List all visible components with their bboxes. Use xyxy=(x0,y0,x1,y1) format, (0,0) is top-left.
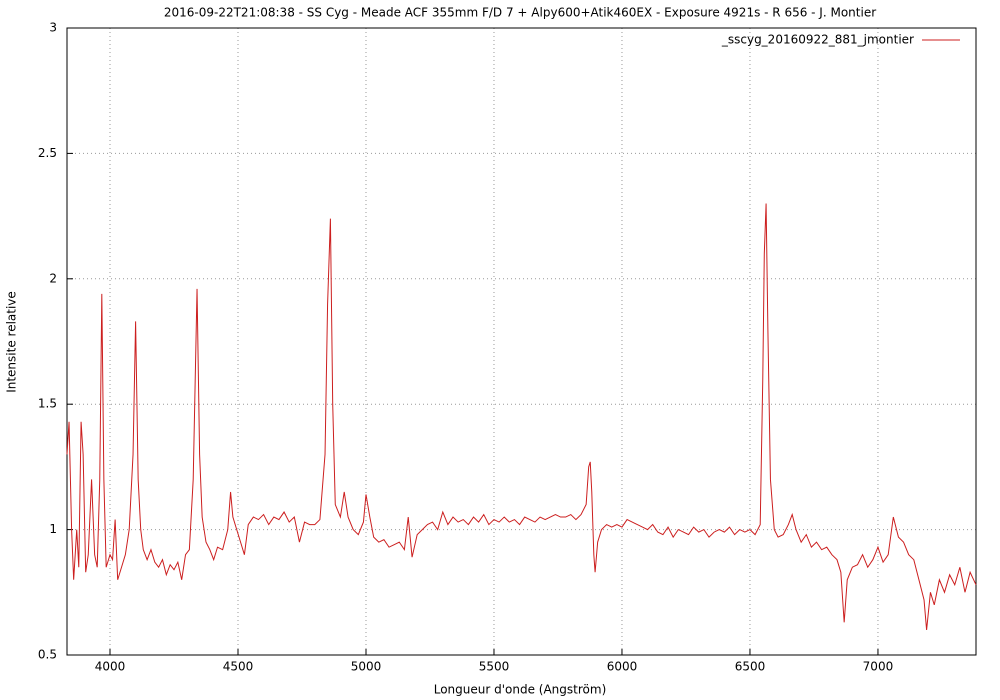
chart-title: 2016-09-22T21:08:38 - SS Cyg - Meade ACF… xyxy=(164,6,876,20)
x-tick-label: 6500 xyxy=(735,660,766,674)
y-tick-label: 3 xyxy=(49,21,57,35)
spectrum-line xyxy=(66,203,977,630)
y-tick-label: 2.5 xyxy=(38,146,57,160)
legend-label: _sscyg_20160922_881_jmontier xyxy=(721,33,914,47)
x-axis-label: Longueur d'onde (Angström) xyxy=(434,683,607,697)
x-tick-label: 5500 xyxy=(479,660,510,674)
x-tick-label: 6000 xyxy=(607,660,638,674)
x-tick-label: 4000 xyxy=(95,660,126,674)
y-axis-label: Intensite relative xyxy=(5,291,19,393)
x-tick-label: 4500 xyxy=(223,660,254,674)
x-tick-label: 5000 xyxy=(351,660,382,674)
y-tick-label: 1 xyxy=(49,522,57,536)
y-tick-label: 2 xyxy=(49,271,57,285)
y-tick-label: 0.5 xyxy=(38,648,57,662)
plot-frame xyxy=(66,27,977,656)
x-tick-label: 7000 xyxy=(863,660,894,674)
y-tick-label: 1.5 xyxy=(38,397,57,411)
